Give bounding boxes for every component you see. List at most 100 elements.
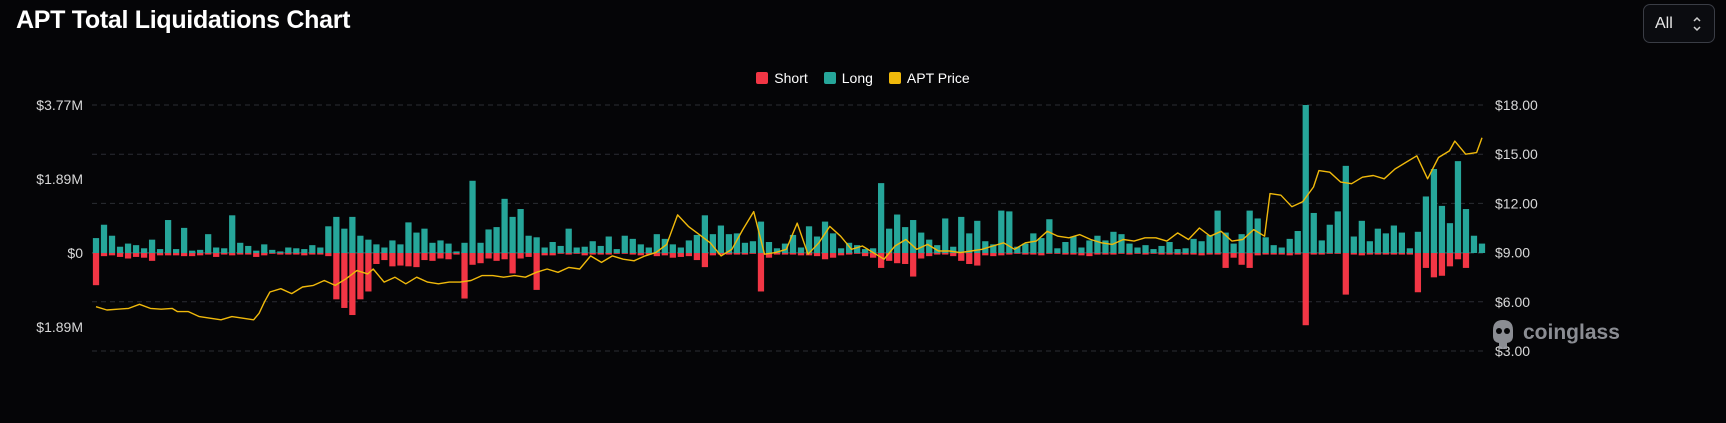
bar-long [886,228,893,253]
bar-long [797,247,805,253]
bar-long [1350,236,1357,253]
legend-item-apt-price[interactable]: APT Price [888,70,970,86]
bar-short [853,253,861,254]
bar-long [1006,211,1013,253]
bar-short [325,253,332,257]
bar-long [1166,242,1173,253]
bar-short [829,253,837,258]
bar-short [1038,253,1045,256]
bar-short [1334,253,1341,254]
bar-short [982,253,989,256]
bar-short [116,253,124,257]
bar-long [853,245,861,253]
bar-short [1214,253,1221,255]
bar-long [1182,248,1189,253]
bar-short [1430,253,1438,278]
bar-long [397,244,404,253]
bar-short [1318,253,1325,255]
bar-long [405,222,412,253]
bar-short [1246,253,1253,268]
bar-long [140,248,148,253]
legend-item-short[interactable]: Short [756,70,808,86]
bar-short [309,253,316,255]
legend-item-long[interactable]: Long [823,70,873,86]
bar-long [1318,240,1325,253]
bar-short [541,253,548,256]
price-line [95,137,1483,321]
bar-long [757,221,765,253]
bar-short [934,253,941,255]
bar-short [557,253,564,254]
bar-long [1406,248,1414,253]
y-right-tick-label: $6.00 [1495,294,1530,310]
bar-long [669,244,676,253]
bar-long [1014,246,1021,253]
watermark-text: coinglass [1523,321,1620,344]
bar-long [1358,220,1365,253]
bar-long [845,242,853,253]
bar-short [485,253,492,259]
bar-long [1086,240,1093,253]
bar-short [741,253,749,255]
bar-short [1462,253,1470,268]
bar-long [349,216,356,253]
bar-short [958,253,965,261]
bar-short [277,253,284,255]
bar-long [918,232,925,253]
bar-long [1310,212,1317,253]
bar-long [1254,218,1261,253]
bar-short [581,253,588,256]
bar-short [1398,253,1406,255]
bar-long [437,240,444,253]
bar-short [1134,253,1141,254]
bar-short [1014,253,1021,254]
bar-long [926,239,933,253]
bar-short [1206,253,1213,255]
bar-long [1342,165,1349,253]
bar-long [861,249,869,253]
bar-long [156,249,164,253]
bar-short [517,253,524,259]
bar-long [261,244,268,253]
bar-long [205,234,212,253]
bar-short [261,253,268,256]
bar-long [389,240,396,253]
bar-long [1214,210,1221,253]
bar-long [733,233,741,253]
bar-short [156,253,164,256]
bar-short [124,253,132,259]
bar-short [950,253,957,257]
bar-short [1174,253,1181,255]
bar-long [653,234,660,253]
bar-short [108,253,116,256]
bar-long [685,240,692,253]
bar-short [365,253,372,292]
bar-short [349,253,356,316]
bar-short [1158,253,1165,255]
bar-short [918,253,925,259]
bar-short [301,253,308,256]
bar-long [1262,237,1269,253]
bar-long [1390,225,1397,253]
bar-long [765,242,773,253]
bar-long [1102,240,1109,253]
bar-long [301,249,308,253]
bar-short [164,253,172,256]
bar-long [533,237,540,253]
time-range-select[interactable]: All [1643,4,1715,43]
bar-long [325,226,332,253]
bar-long [1454,161,1462,253]
bar-long [990,244,997,253]
bar-short [926,253,933,257]
bar-short [92,253,100,286]
bar-short [1070,253,1077,255]
bar-short [181,253,188,257]
bar-long [1238,234,1245,253]
bar-short [709,253,717,256]
bar-long [1070,236,1077,253]
bar-long [1422,196,1430,253]
y-right-tick-label: $9.00 [1495,245,1530,261]
bar-long [221,248,228,253]
bar-long [541,247,548,253]
